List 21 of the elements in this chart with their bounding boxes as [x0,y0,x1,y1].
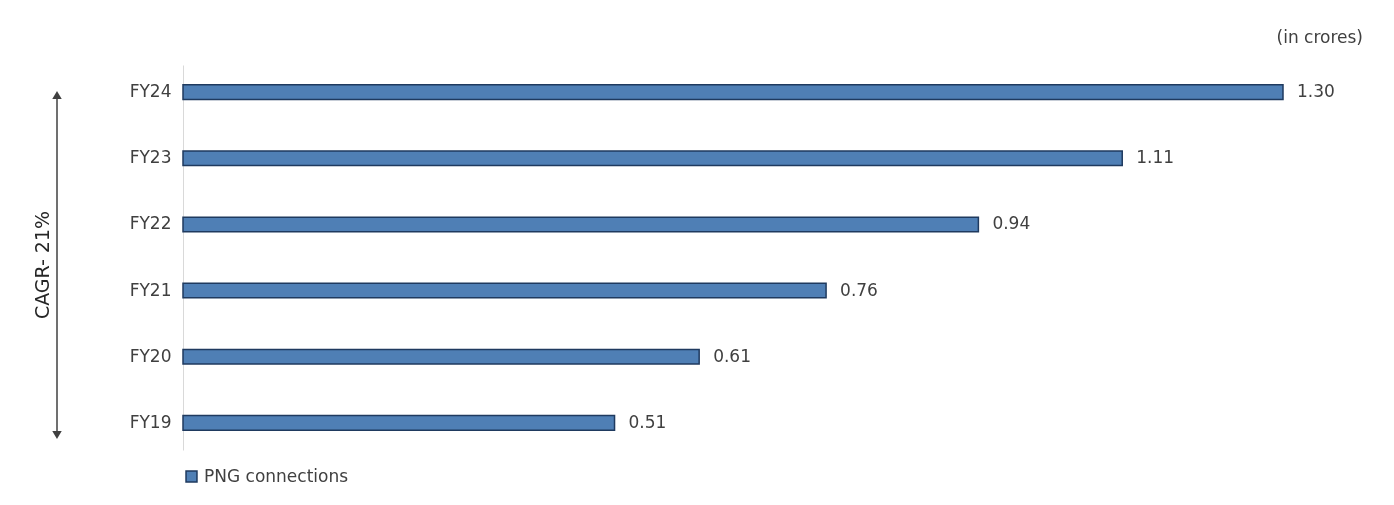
y-tick-label: FY24 [129,81,172,102]
text: CAGR- 21% [31,210,53,320]
bar [182,414,616,431]
y-tick-label: FY21 [129,279,172,300]
data-label: 1.30 [1297,81,1335,102]
bar [182,282,827,299]
bar [182,84,1284,101]
bar [182,216,980,233]
y-tick-label: FY22 [129,213,172,234]
y-tick-label: FY23 [129,147,172,168]
bar [182,150,1123,167]
bar [182,348,700,365]
data-label: 0.61 [713,345,752,366]
data-label: 0.94 [992,213,1031,234]
data-label: 1.11 [1136,147,1175,168]
y-tick-label: FY20 [129,345,172,366]
text: (in crores) [1276,27,1363,47]
y-tick-label: FY19 [129,411,172,432]
data-label: 0.51 [628,411,667,432]
legend-label: PNG connections [204,465,349,486]
data-label: 0.76 [840,279,878,300]
